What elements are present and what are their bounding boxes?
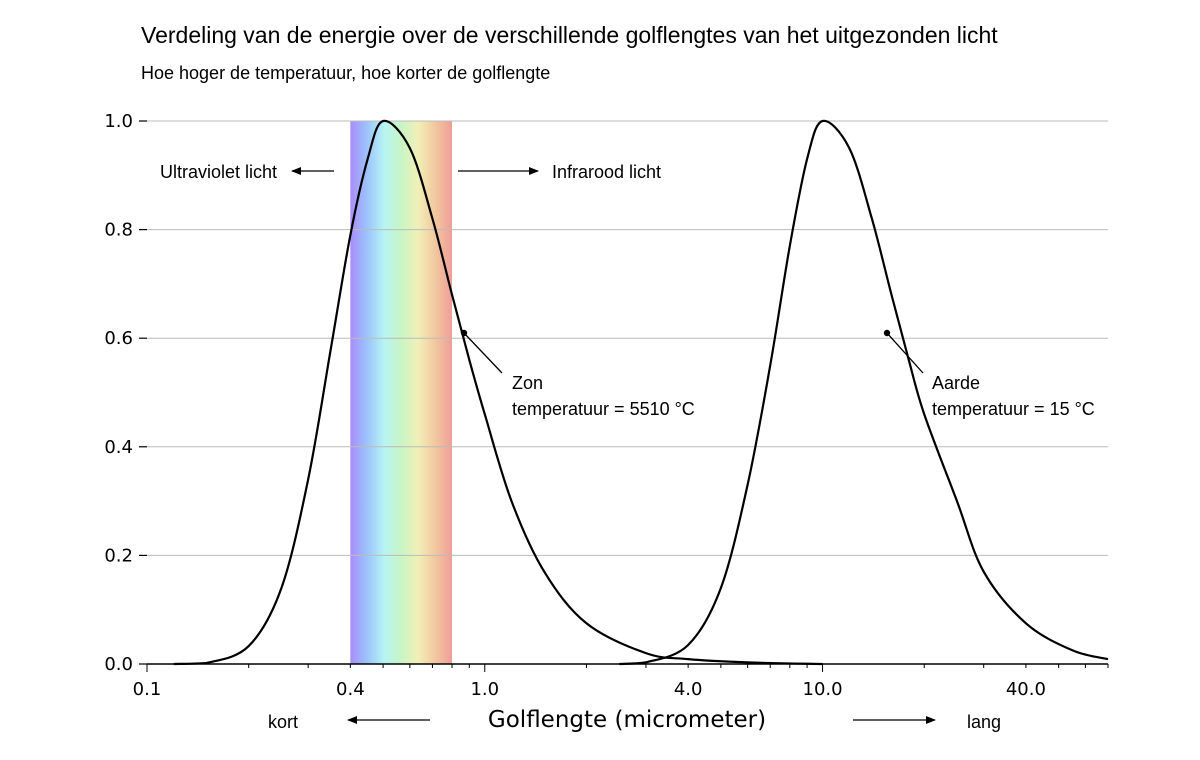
ir-label: Infrarood licht [552,162,661,182]
series-temperature-label-zon: temperatuur = 5510 °C [512,399,695,419]
x-tick-label: 40.0 [1006,679,1046,700]
visible-light-band [350,121,453,664]
callout-line-zon [463,332,503,374]
x-tick-label: 0.4 [336,679,365,700]
x-axis-label: Golflengte (micrometer) [488,707,766,733]
x-tick-label: 1.0 [470,679,499,700]
series-line-aarde [619,119,1109,666]
series-name-label-zon: Zon [512,373,543,393]
y-tick-label: 0.0 [104,654,133,675]
chart-subtitle: Hoe hoger de temperatuur, hoe korter de … [141,63,551,83]
short-wavelength-label: kort [268,712,298,732]
long-wavelength-label: lang [967,712,1001,732]
y-tick-label: 0.4 [104,437,133,458]
series-name-label-aarde: Aarde [932,373,980,393]
y-tick-label: 0.8 [104,220,133,241]
series-temperature-label-aarde: temperatuur = 15 °C [932,399,1095,419]
y-tick-label: 0.6 [104,328,133,349]
callout-line-aarde [886,332,924,374]
uv-label: Ultraviolet licht [160,162,277,182]
series-line-zon [173,119,823,666]
chart-title: Verdeling van de energie over de verschi… [141,22,998,48]
y-tick-label: 1.0 [104,111,133,132]
x-tick-label: 0.1 [133,679,162,700]
y-tick-label: 0.2 [104,545,133,566]
x-tick-label: 10.0 [803,679,843,700]
x-tick-label: 4.0 [674,679,703,700]
